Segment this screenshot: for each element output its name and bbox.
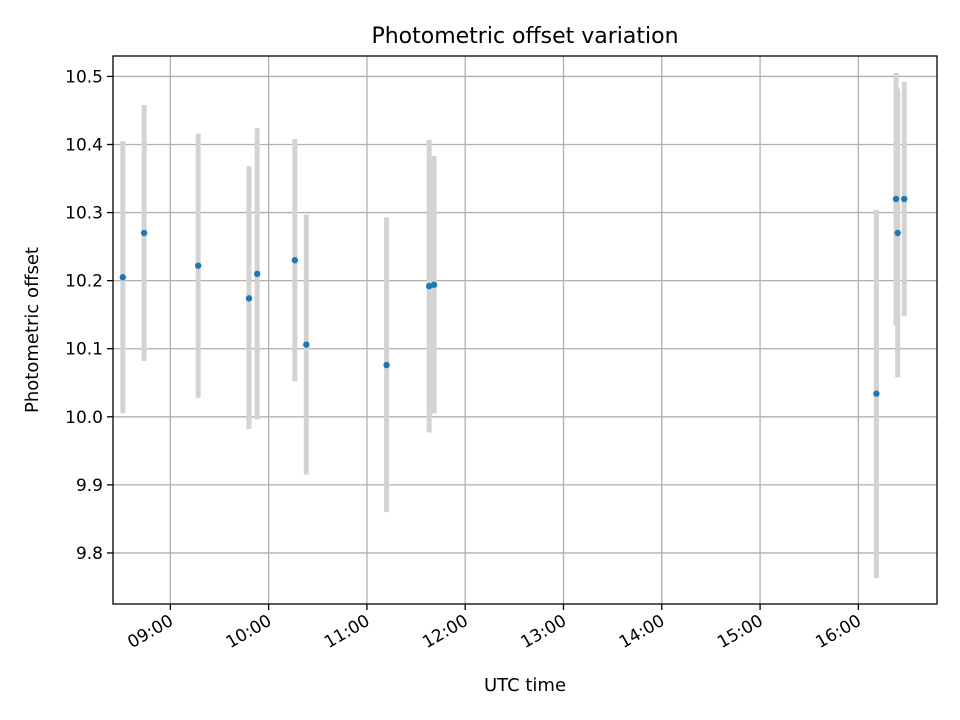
data-point	[892, 195, 900, 203]
data-point	[873, 390, 880, 397]
grid-layer	[113, 56, 937, 604]
data-point	[140, 229, 148, 237]
point-layer	[119, 195, 908, 397]
data-point	[253, 270, 261, 278]
x-tick-label: 14:00	[616, 611, 668, 653]
data-point	[194, 262, 202, 269]
y-tick-label: 10.1	[65, 340, 103, 360]
y-tick-label: 9.9	[76, 476, 103, 496]
x-tick-label: 10:00	[223, 611, 275, 653]
y-tick-label: 10.2	[65, 272, 103, 292]
x-tick-label: 15:00	[714, 611, 766, 653]
errorbar-layer	[120, 73, 907, 579]
y-tick-label: 9.8	[76, 544, 103, 564]
data-point	[425, 282, 433, 290]
y-axis-label: Photometric offset	[22, 247, 43, 413]
y-tick-label: 10.4	[65, 135, 103, 155]
data-point	[901, 195, 908, 203]
x-tick-label: 12:00	[419, 611, 471, 653]
x-tick-label: 13:00	[518, 611, 570, 653]
y-tick-label: 10.5	[65, 67, 103, 87]
chart-title: Photometric offset variation	[371, 24, 678, 49]
x-axis-label: UTC time	[484, 675, 566, 696]
data-point	[291, 257, 299, 264]
plot-frame	[112, 55, 938, 605]
data-point	[383, 361, 390, 369]
x-tick-label: 16:00	[812, 611, 864, 653]
data-point	[245, 295, 253, 302]
y-tick-label: 10.0	[65, 408, 103, 428]
data-point	[430, 281, 438, 288]
x-tick-label: 09:00	[124, 611, 176, 653]
data-point	[303, 341, 310, 348]
y-tick-label: 10.3	[65, 204, 103, 224]
data-point	[894, 229, 901, 237]
x-tick-label: 11:00	[321, 611, 373, 653]
data-point	[119, 274, 127, 281]
